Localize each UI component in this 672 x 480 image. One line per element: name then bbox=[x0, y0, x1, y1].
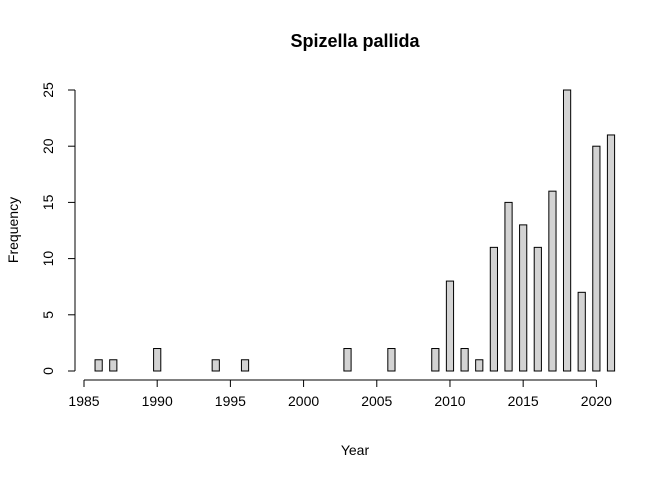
y-axis: 0 5 10 15 20 25 bbox=[40, 82, 76, 375]
bar-2019 bbox=[577, 291, 586, 372]
x-tick-label-2000: 2000 bbox=[288, 393, 319, 409]
y-tick-label-15: 15 bbox=[40, 194, 56, 210]
chart-title: Spizella pallida bbox=[290, 31, 420, 51]
x-tick-label-1990: 1990 bbox=[142, 393, 173, 409]
bar-1990 bbox=[153, 348, 162, 372]
y-tick-label-10: 10 bbox=[40, 251, 56, 267]
bar-1994 bbox=[211, 359, 220, 372]
bar-2013 bbox=[489, 246, 498, 372]
bar-2020 bbox=[592, 145, 601, 372]
x-tick-label-2015: 2015 bbox=[508, 393, 539, 409]
bar-2010 bbox=[445, 280, 455, 372]
bar-1996 bbox=[240, 359, 250, 372]
bar-1986 bbox=[94, 359, 103, 372]
bar-1987 bbox=[109, 359, 118, 372]
bar-2003 bbox=[343, 348, 352, 372]
y-tick-label-20: 20 bbox=[40, 138, 56, 154]
bars bbox=[94, 89, 616, 372]
bar-2014 bbox=[504, 201, 513, 372]
x-axis: 1985 1990 1995 2000 2005 2010 2015 2020 bbox=[68, 379, 612, 409]
bar-2011 bbox=[460, 348, 469, 372]
bar-2009 bbox=[431, 348, 440, 372]
bar-2016 bbox=[533, 246, 542, 372]
x-tick-label-1985: 1985 bbox=[68, 393, 99, 409]
bar-2006 bbox=[387, 348, 396, 372]
bar-2021 bbox=[606, 134, 616, 372]
x-tick-label-2020: 2020 bbox=[581, 393, 612, 409]
y-tick-label-25: 25 bbox=[40, 82, 56, 98]
x-tick-label-2010: 2010 bbox=[434, 393, 465, 409]
y-axis-label: Frequency bbox=[5, 197, 21, 263]
y-tick-label-5: 5 bbox=[40, 311, 56, 319]
bar-2012 bbox=[475, 359, 484, 372]
bar-2015 bbox=[519, 224, 528, 372]
x-axis-label: Year bbox=[341, 442, 370, 458]
bar-2017 bbox=[548, 190, 557, 372]
x-tick-label-1995: 1995 bbox=[215, 393, 246, 409]
y-tick-label-0: 0 bbox=[40, 367, 56, 375]
x-tick-label-2005: 2005 bbox=[361, 393, 392, 409]
bar-2018 bbox=[562, 89, 572, 372]
